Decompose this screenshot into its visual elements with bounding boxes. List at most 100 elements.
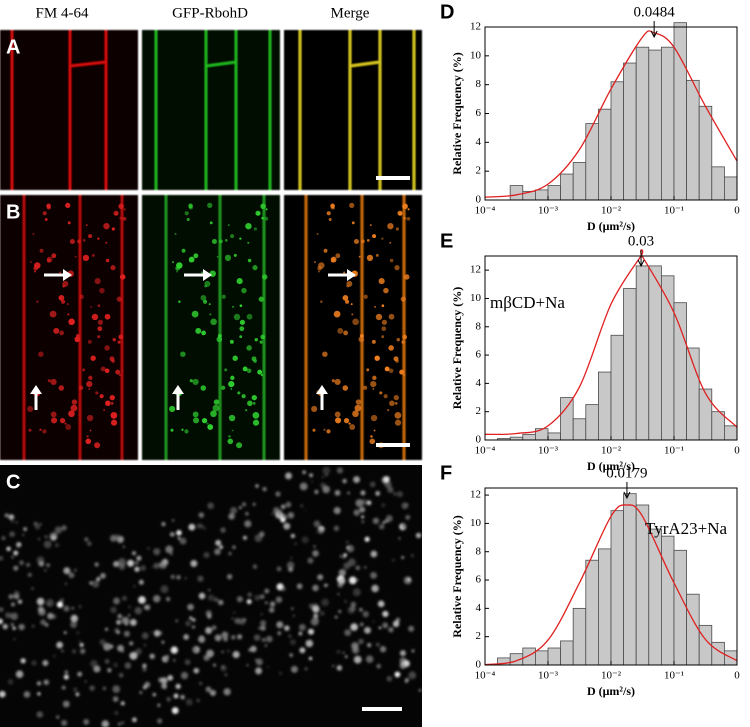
speck [344, 655, 348, 658]
speck [153, 548, 161, 556]
speck [204, 284, 207, 288]
speck [322, 466, 331, 475]
speck [172, 519, 175, 522]
speck [113, 534, 121, 541]
speck [411, 554, 414, 557]
speck [63, 674, 69, 680]
speck [311, 480, 313, 483]
speck [224, 254, 232, 261]
speck [351, 642, 359, 650]
y-tick-label: 0 [476, 194, 482, 206]
speck [122, 595, 127, 601]
speck [331, 379, 335, 383]
speck [229, 339, 234, 344]
speck [298, 623, 306, 631]
speck [129, 618, 137, 626]
speck [232, 355, 238, 361]
speck [260, 613, 263, 616]
speck [394, 671, 401, 678]
speck [71, 649, 77, 654]
speck [111, 359, 115, 363]
speck [121, 721, 124, 724]
speck [212, 404, 220, 412]
speck [379, 646, 387, 653]
speck [342, 385, 349, 391]
speck [114, 710, 119, 716]
speck [236, 596, 243, 603]
bar [673, 302, 687, 441]
speck [255, 658, 263, 666]
speck [188, 203, 193, 209]
speck [232, 306, 234, 308]
speck [89, 429, 92, 432]
speck [299, 647, 306, 654]
condition-label: mβCD+Na [490, 293, 565, 312]
speck [350, 623, 358, 631]
speck [164, 656, 169, 662]
speck [0, 618, 3, 625]
speck [12, 626, 16, 630]
speck [309, 473, 313, 478]
peak-label: 0.0484 [634, 4, 676, 20]
speck [257, 369, 263, 375]
speck [392, 620, 400, 628]
speck [224, 673, 228, 677]
speck [112, 695, 119, 702]
bar [535, 189, 549, 201]
speck [403, 216, 406, 220]
speck [228, 513, 235, 520]
speck [196, 523, 203, 529]
speck [342, 651, 345, 654]
y-axis-label: Relative Frequency (%) [450, 515, 464, 637]
bar [535, 650, 549, 666]
speck [63, 567, 71, 575]
speck [308, 656, 313, 661]
speck [59, 418, 66, 424]
speck [312, 605, 320, 613]
speck [65, 424, 72, 430]
speck [230, 506, 238, 514]
speck [82, 368, 86, 372]
speck [88, 375, 93, 381]
speck [404, 677, 410, 683]
speck [191, 310, 199, 318]
speck [11, 602, 15, 607]
speck [70, 614, 79, 623]
speck [381, 237, 384, 240]
speck [352, 588, 361, 597]
speck [95, 391, 99, 395]
speck [236, 442, 243, 449]
speck [373, 429, 376, 432]
speck [183, 634, 189, 640]
speck [50, 535, 57, 541]
speck [221, 294, 226, 299]
speck [330, 258, 335, 263]
speck [94, 278, 101, 285]
speck [157, 718, 163, 724]
speck [61, 525, 67, 531]
speck [34, 270, 36, 273]
speck [36, 597, 45, 606]
speck [105, 627, 109, 631]
speck [110, 606, 117, 614]
speck [90, 355, 96, 361]
scale-bar [376, 443, 410, 447]
speck [129, 641, 134, 646]
speck [374, 355, 380, 361]
speck [88, 234, 93, 239]
speck [353, 509, 360, 516]
speck [396, 491, 403, 498]
speck [219, 239, 223, 244]
speck [318, 262, 325, 269]
speck [389, 241, 392, 244]
speck [153, 562, 160, 569]
speck [313, 520, 321, 528]
y-tick-label: 2 [476, 405, 482, 417]
speck [269, 601, 276, 607]
speck [215, 539, 222, 546]
speck [152, 594, 161, 603]
speck [6, 546, 11, 552]
speck [358, 638, 364, 645]
speck [206, 422, 209, 425]
speck [216, 255, 219, 258]
